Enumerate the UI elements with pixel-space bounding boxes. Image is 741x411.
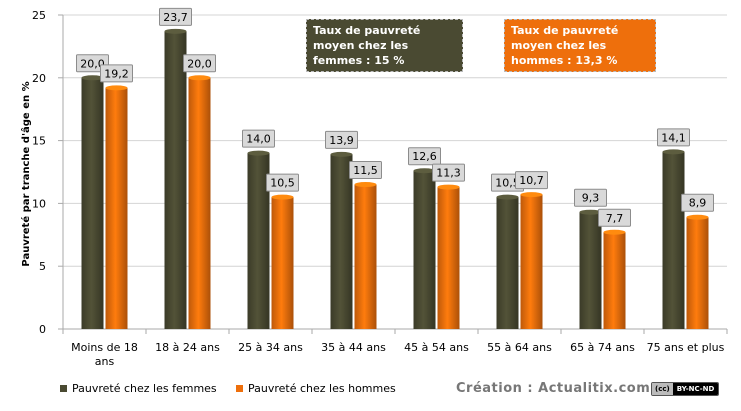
license-label: BY-NC-ND [672, 383, 719, 395]
data-label-box [574, 188, 607, 207]
data-label: 11,3 [436, 167, 461, 180]
data-label-box [242, 129, 275, 148]
bar-top [579, 209, 602, 215]
bar-top [247, 150, 270, 156]
data-label-box [349, 161, 382, 180]
data-label: 10,5 [270, 177, 295, 190]
annotation-women-average: Taux de pauvreté moyen chez les femmes :… [306, 19, 463, 72]
data-label-box [266, 173, 299, 192]
credit-text: Création : Actualitix.com [456, 381, 651, 396]
data-label: 14,1 [661, 131, 686, 144]
y-tick-label: 0 [39, 323, 46, 336]
legend-men: Pauvreté chez les hommes [236, 382, 396, 395]
bar-top [603, 229, 626, 235]
x-tick-label: 55 à 64 ans [487, 341, 552, 354]
bar [520, 194, 543, 329]
data-label: 10,5 [495, 177, 520, 190]
x-tick-label: 35 à 44 ans [321, 341, 386, 354]
cc-icon: (cc) [652, 383, 673, 395]
data-label-box [100, 64, 133, 83]
annotation-line: hommes : 13,3 % [511, 54, 618, 67]
data-label-box [408, 147, 441, 166]
data-label: 20,0 [80, 57, 105, 70]
data-label: 14,0 [246, 133, 271, 146]
y-tick-label: 10 [32, 197, 46, 210]
data-label: 19,2 [104, 67, 129, 80]
x-tick-label: 65 à 74 ans [570, 341, 635, 354]
data-label-box [183, 54, 216, 73]
bar-top [520, 192, 543, 198]
data-label-box [598, 208, 631, 227]
data-label: 12,6 [412, 150, 437, 163]
bar-top [164, 28, 187, 34]
annotation-line: femmes : 15 % [313, 54, 405, 67]
annotation-line: moyen chez les [511, 39, 607, 52]
y-axis-label: Pauvreté par tranche d'âge en % [20, 81, 32, 266]
data-label: 7,7 [606, 212, 624, 225]
x-tick-label: ans [95, 355, 115, 368]
y-tick-label: 5 [39, 260, 46, 273]
y-tick-label: 25 [32, 9, 46, 22]
bar [437, 187, 460, 329]
data-label: 9,3 [582, 192, 600, 205]
data-label: 11,5 [353, 164, 378, 177]
bar [330, 154, 353, 329]
y-tick-label: 15 [32, 135, 46, 148]
bar [247, 153, 270, 329]
legend-swatch-men [236, 385, 243, 392]
bar-top [354, 182, 377, 188]
bar-top [437, 184, 460, 190]
bar [662, 151, 685, 329]
bar [496, 197, 519, 329]
legend-label-women: Pauvreté chez les femmes [72, 382, 217, 395]
annotation-line: Taux de pauvreté [313, 24, 421, 37]
bar [188, 77, 211, 329]
x-tick-label: 75 ans et plus [647, 341, 725, 354]
data-label: 20,0 [187, 57, 212, 70]
cc-license-badge: (cc) BY-NC-ND [651, 382, 720, 396]
data-label-box [159, 7, 192, 26]
bar [603, 232, 626, 329]
bar-top [330, 151, 353, 157]
bar-top [271, 194, 294, 200]
data-label-box [657, 128, 690, 147]
data-label-box [325, 130, 358, 149]
data-label: 10,7 [519, 174, 544, 187]
bar [579, 212, 602, 329]
bar [413, 170, 436, 329]
bar-top [662, 149, 685, 155]
annotation-men-average: Taux de pauvreté moyen chez les hommes :… [504, 19, 656, 72]
x-tick-label: 18 à 24 ans [155, 341, 220, 354]
bar [354, 184, 377, 329]
bar [164, 31, 187, 329]
y-tick-label: 20 [32, 72, 46, 85]
bar-top [188, 75, 211, 81]
data-label-box [432, 163, 465, 182]
bar [686, 217, 709, 329]
legend-women: Pauvreté chez les femmes [60, 382, 217, 395]
bar-top [81, 75, 104, 81]
data-label-box [515, 171, 548, 190]
annotation-line: Taux de pauvreté [511, 24, 619, 37]
bar-top [496, 194, 519, 200]
data-label: 8,9 [689, 197, 707, 210]
x-tick-label: Moins de 18 [71, 341, 138, 354]
bar [105, 87, 128, 330]
legend-label-men: Pauvreté chez les hommes [248, 382, 396, 395]
legend-swatch-women [60, 385, 67, 392]
annotation-line: moyen chez les [313, 39, 409, 52]
data-label: 13,9 [329, 134, 354, 147]
bar-top [105, 85, 128, 91]
x-tick-label: 45 à 54 ans [404, 341, 469, 354]
data-label-box [681, 193, 714, 212]
bar [271, 197, 294, 329]
bar-top [413, 168, 436, 174]
bar-top [686, 214, 709, 220]
data-label: 23,7 [163, 11, 188, 24]
bar [81, 77, 104, 329]
x-tick-label: 25 à 34 ans [238, 341, 303, 354]
bars: 20,019,223,720,014,010,513,911,512,611,3… [76, 7, 714, 330]
